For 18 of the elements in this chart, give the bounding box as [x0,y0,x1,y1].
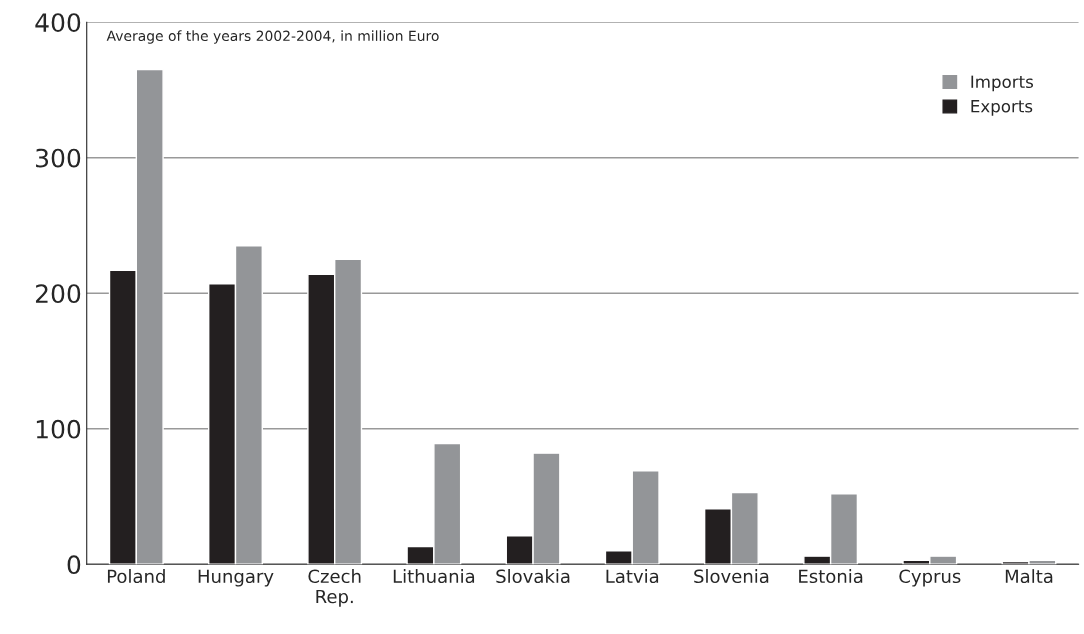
x-tick-label: Malta [1005,569,1053,584]
x-tick-label: Cyprus [899,569,961,587]
legend-label: Imports [971,75,1034,92]
y-tick-label: 400 [35,13,81,33]
x-tick-label: Czech Rep. [308,569,361,607]
x-tick-label: Slovenia [694,569,769,584]
x-tick-label: Slovakia [496,569,570,584]
y-tick-label: 300 [36,148,81,168]
y-tick-label: 100 [36,419,81,439]
x-tick-label: Lithuania [393,569,475,584]
legend-label: Exports [971,100,1033,116]
y-tick-label: 0 [67,555,81,575]
annotation: Average of the years 2002-2004, in million Euro [106,30,439,44]
x-tick-label: Estonia [799,569,863,584]
x-tick-label: Poland [107,569,165,584]
y-tick-label: 200 [35,284,81,304]
x-tick-label: Latvia [606,569,659,584]
x-tick-label: Hungary [198,569,274,587]
